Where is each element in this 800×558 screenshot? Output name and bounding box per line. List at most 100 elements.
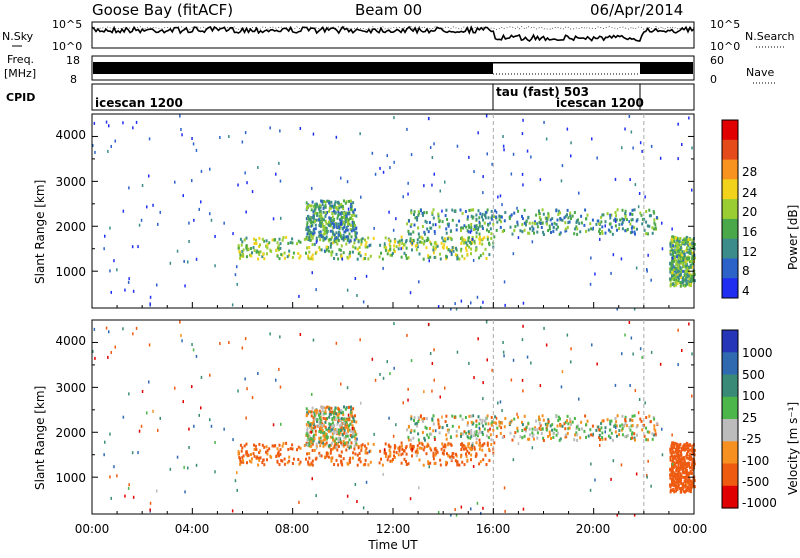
power-cell <box>677 122 679 126</box>
power-cell <box>250 247 252 250</box>
velocity-cell <box>424 438 426 442</box>
velocity-cell <box>441 415 443 419</box>
velocity-panel-frame <box>91 319 695 515</box>
power-cell <box>400 255 403 259</box>
velocity-cell <box>567 427 570 431</box>
velocity-cell <box>281 444 284 448</box>
velocity-cell <box>493 441 496 445</box>
power-cell <box>214 264 216 268</box>
power-cell <box>693 279 696 283</box>
power-cell <box>325 221 328 225</box>
power-cell <box>691 277 694 281</box>
velocity-cell <box>297 458 300 461</box>
power-cell <box>323 218 326 222</box>
power-cell <box>480 305 482 309</box>
velocity-cell <box>318 416 321 420</box>
velocity-cell <box>312 426 315 430</box>
velocity-cell <box>312 416 315 420</box>
velocity-cell <box>441 426 444 430</box>
power-cell <box>279 242 282 246</box>
power-cell <box>356 257 359 261</box>
power-cell <box>621 222 624 226</box>
velocity-cell <box>470 429 473 432</box>
power-cell <box>542 233 545 236</box>
power-cell <box>527 215 530 219</box>
power-cell <box>481 215 483 219</box>
nsearch-label: N.Search <box>745 30 795 43</box>
velocity-cell <box>498 424 501 428</box>
power-cell <box>324 214 327 218</box>
velocity-colorbar-frame <box>721 329 739 509</box>
power-cell <box>673 284 676 288</box>
power-cell <box>577 218 579 222</box>
power-cell <box>319 221 321 225</box>
power-cell <box>329 204 332 208</box>
power-cell <box>245 246 248 250</box>
velocity-cell <box>678 476 681 480</box>
power-cell <box>598 229 601 233</box>
velocity-cell <box>466 423 469 427</box>
power-cell <box>570 141 572 145</box>
power-cell <box>187 260 189 264</box>
velocity-cell <box>631 436 634 440</box>
velocity-cell <box>336 422 339 426</box>
power-cell <box>680 241 683 245</box>
velocity-cell <box>339 418 342 421</box>
power-cell <box>195 257 198 261</box>
power-cell <box>531 225 534 229</box>
power-cell <box>630 130 633 134</box>
velocity-cell <box>310 410 313 414</box>
velocity-cell <box>330 456 333 460</box>
power-cell <box>281 253 284 257</box>
velocity-cell <box>468 431 471 435</box>
velocity-cell <box>245 450 248 454</box>
velocity-cell <box>687 457 690 461</box>
velocity-cell <box>675 489 678 493</box>
beam-title: Beam 00 <box>355 1 422 19</box>
power-cell <box>343 222 346 226</box>
velocity-cell <box>198 413 200 417</box>
power-cell <box>252 246 255 250</box>
power-cell <box>316 213 318 217</box>
power-cell <box>547 212 550 216</box>
velocity-cell <box>404 446 407 450</box>
x-tick-labels: 00:00 04:00 08:00 12:00 16:00 20:00 00:0… <box>75 522 708 536</box>
power-cell <box>615 214 618 218</box>
velocity-cell <box>159 416 161 420</box>
power-cell <box>338 248 341 252</box>
power-cell <box>325 248 328 252</box>
velocity-cell <box>453 416 456 419</box>
power-cell <box>425 211 428 215</box>
velocity-cell <box>405 459 407 463</box>
power-cell <box>470 226 473 230</box>
power-cell <box>536 222 539 226</box>
velocity-cell <box>324 443 327 447</box>
velocity-cell <box>352 416 355 420</box>
velocity-cell <box>311 426 314 430</box>
power-cell <box>473 239 476 243</box>
power-cell <box>453 210 456 213</box>
power-cell <box>659 156 662 160</box>
velocity-cell <box>513 417 516 421</box>
power-panel-frame <box>91 113 695 309</box>
velocity-cell <box>181 339 183 343</box>
power-cell <box>670 263 673 266</box>
velocity-cell <box>691 460 694 464</box>
power-cell <box>548 227 551 231</box>
power-cell <box>686 238 688 242</box>
power-cell <box>523 228 526 232</box>
velocity-cell <box>621 414 624 418</box>
velocity-cell <box>669 450 672 454</box>
velocity-cell <box>482 381 484 385</box>
power-cell <box>547 214 550 218</box>
velocity-cell <box>475 437 478 441</box>
velocity-cell <box>451 424 454 428</box>
velocity-cell <box>319 430 322 434</box>
velocity-cell <box>241 455 244 459</box>
velocity-cell <box>492 421 495 425</box>
velocity-cell <box>257 456 260 460</box>
velocity-cell <box>591 424 594 428</box>
velocity-cell <box>318 413 320 417</box>
power-cell <box>684 264 687 268</box>
power-cell <box>307 217 310 221</box>
